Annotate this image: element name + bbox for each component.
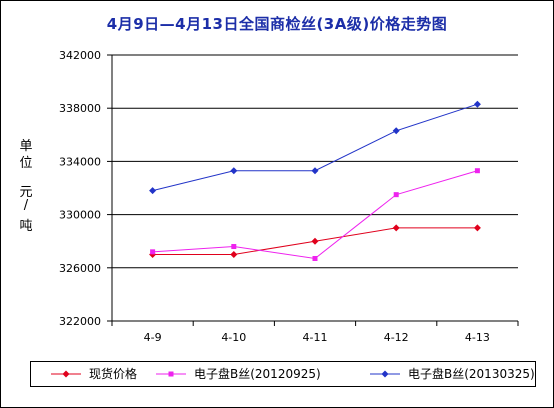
x-tick-label: 4-12 [384, 331, 409, 344]
legend-label: 现货价格 [89, 367, 138, 381]
data-point [392, 224, 400, 232]
x-tick-label: 4-11 [303, 331, 328, 344]
chart-legend: 现货价格 电子盘B丝(20120925) 电子盘B丝(20130325) [30, 361, 536, 387]
legend-marker [168, 371, 174, 377]
data-point [473, 100, 481, 108]
data-point [474, 168, 480, 174]
legend-swatch [156, 371, 186, 377]
legend-swatch [51, 370, 81, 378]
y-tick-label: 338000 [59, 102, 101, 115]
legend-marker [381, 370, 389, 378]
legend-label: 电子盘B丝(20120925) [194, 367, 321, 381]
data-point [473, 224, 481, 232]
chart-title: 4月9日—4月13日全国商检丝(3A级)价格走势图 [106, 15, 448, 33]
legend-label: 电子盘B丝(20130325) [408, 367, 535, 381]
y-tick-label: 326000 [59, 262, 101, 275]
y-tick-label: 322000 [59, 315, 101, 328]
data-point [149, 187, 157, 195]
data-point [230, 251, 238, 258]
y-axis-label-char: 位 [19, 156, 33, 171]
data-point [150, 249, 156, 255]
y-tick-label: 330000 [59, 209, 101, 222]
y-tick-label: 342000 [59, 49, 101, 62]
data-point [312, 255, 318, 261]
data-point [311, 237, 319, 245]
legend-swatch [370, 370, 400, 378]
y-axis-label-char: 吨 [19, 219, 33, 234]
data-point [230, 167, 238, 175]
data-point [392, 127, 400, 135]
x-tick-label: 4-10 [221, 331, 246, 344]
x-tick-label: 4-9 [144, 331, 162, 344]
data-point [231, 244, 237, 250]
data-point [311, 167, 319, 175]
y-axis-label-char: 元 [19, 185, 33, 200]
y-axis-label-char: / [23, 198, 29, 213]
series-line [152, 103, 478, 192]
y-axis-label-char: 单 [19, 139, 33, 154]
legend-marker [62, 370, 70, 378]
x-tick-label: 4-13 [465, 331, 490, 344]
data-point [393, 192, 399, 198]
y-tick-label: 334000 [59, 155, 101, 168]
